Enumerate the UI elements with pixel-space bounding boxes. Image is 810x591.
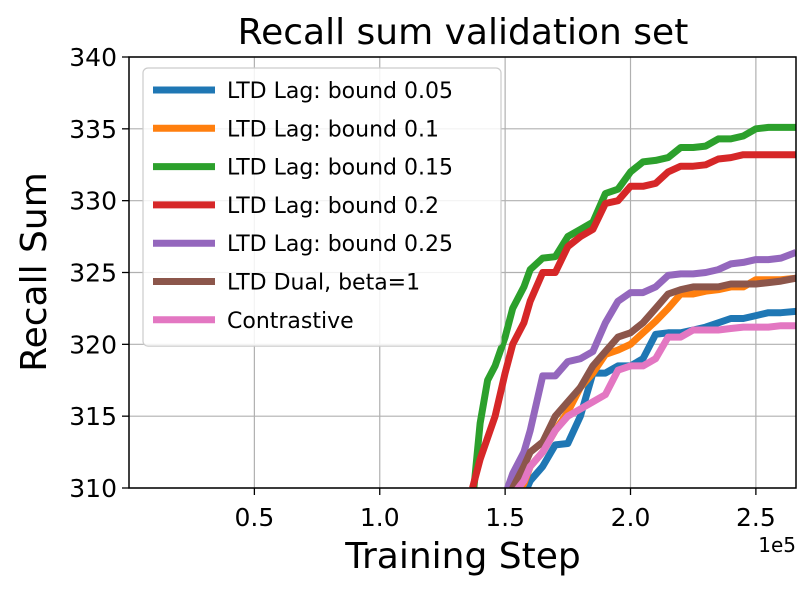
series-line-7	[513, 322, 796, 488]
legend-label: LTD Lag: bound 0.2	[227, 194, 439, 219]
legend-label: LTD Lag: bound 0.1	[227, 117, 439, 142]
legend: LTD Lag: bound 0.05 LTD Lag: bound 0.1 LTD…	[142, 67, 502, 347]
series-lines	[469, 123, 796, 488]
x-tick-label: 2.0	[611, 503, 651, 532]
x-tick-label: 0.5	[234, 503, 274, 532]
series-line-5	[503, 249, 796, 488]
y-tick-label: 330	[69, 187, 117, 216]
x-tick-label: 1.5	[485, 503, 525, 532]
legend-label: LTD Dual, beta=1	[227, 271, 420, 296]
y-tick-label: 335	[69, 115, 117, 144]
chart-title: Recall sum validation set	[238, 12, 689, 53]
legend-label: Contrastive	[227, 309, 354, 334]
legend-label: LTD Lag: bound 0.25	[227, 232, 453, 257]
y-tick-label: 310	[69, 474, 117, 503]
x-tick-label: 2.5	[736, 503, 776, 532]
x-tick-label: 1.0	[360, 503, 400, 532]
x-offset-label: 1e5	[758, 533, 796, 557]
legend-box	[142, 67, 502, 347]
series-line-1	[523, 307, 796, 488]
y-tick-label: 315	[69, 402, 117, 431]
y-tick-label: 320	[69, 330, 117, 359]
y-tick-label: 340	[69, 43, 117, 72]
series-line-6	[508, 274, 796, 488]
y-axis-label: Recall Sum	[14, 172, 55, 372]
series-line-4	[469, 151, 796, 488]
axis-ticks: 0.5 1.0 1.5 2.0 2.5 310 315 320 325 330 335 340	[69, 43, 775, 532]
legend-label: LTD Lag: bound 0.15	[227, 156, 453, 181]
y-tick-label: 325	[69, 259, 117, 288]
series-line-3	[470, 123, 796, 488]
x-axis-label: Training Step	[344, 536, 580, 577]
legend-label: LTD Lag: bound 0.05	[227, 79, 453, 104]
